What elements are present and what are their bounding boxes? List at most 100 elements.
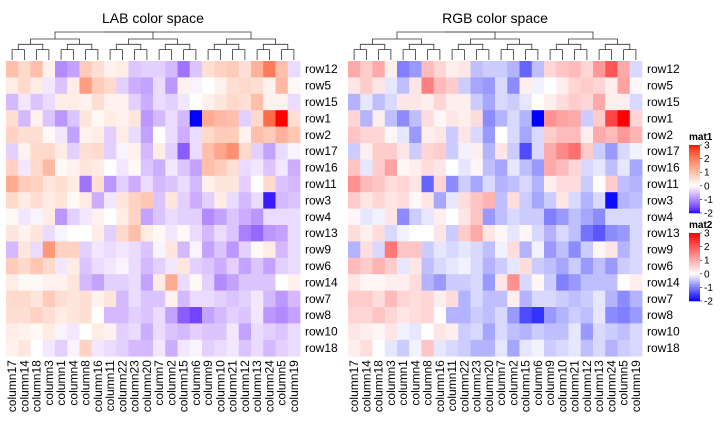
heatmap-cell <box>629 225 643 242</box>
panel-2-title: RGB color space <box>442 10 548 26</box>
heatmap-cell <box>275 257 289 275</box>
heatmap-cell <box>556 339 569 357</box>
heatmap-cell <box>605 307 618 324</box>
heatmap-cell <box>18 126 31 144</box>
heatmap-cell <box>287 290 301 308</box>
column-label: column20 <box>140 360 154 412</box>
heatmap-cell <box>507 93 520 111</box>
heatmap-cell <box>30 339 44 357</box>
heatmap-cell <box>617 93 631 111</box>
heatmap-cell <box>189 307 203 324</box>
heatmap-cell <box>568 323 582 341</box>
heatmap-cell <box>544 323 557 341</box>
heatmap-cell <box>55 274 68 291</box>
heatmap-cell <box>580 159 594 177</box>
heatmap-cell <box>226 159 240 177</box>
heatmap-cell <box>372 126 386 144</box>
heatmap-cell <box>507 241 520 259</box>
heatmap-cell <box>104 339 117 357</box>
heatmap-cell <box>55 192 68 209</box>
heatmap-cell <box>79 241 93 259</box>
heatmap-cell <box>18 61 31 78</box>
heatmap-cell <box>6 307 19 324</box>
heatmap-cell <box>531 339 545 357</box>
heatmap-cell <box>629 77 643 95</box>
heatmap-cell <box>409 290 422 308</box>
dendrogram-branch <box>164 43 191 50</box>
heatmap-cell <box>263 241 276 259</box>
heatmap-cell <box>18 257 31 275</box>
heatmap-cell <box>165 323 178 341</box>
heatmap-cell <box>287 126 301 144</box>
heatmap-cell <box>446 225 459 242</box>
heatmap-cell <box>580 77 594 95</box>
legend-swatch <box>689 278 700 281</box>
heatmap-cell <box>202 159 215 177</box>
heatmap-cell <box>189 274 203 291</box>
heatmap-cell <box>629 143 643 160</box>
heatmap-cell <box>140 225 154 242</box>
heatmap-cell <box>397 225 410 242</box>
dendrogram-branch <box>232 49 246 60</box>
heatmap-cell <box>251 126 264 144</box>
column-label: column21 <box>226 360 240 412</box>
heatmap-cell <box>140 175 154 193</box>
heatmap-cell <box>384 225 398 242</box>
column-label: column8 <box>421 360 435 406</box>
heatmap-cell <box>263 208 276 226</box>
legend-swatch <box>689 244 700 247</box>
heatmap-cell <box>617 77 631 95</box>
heatmap-cell <box>79 126 93 144</box>
heatmap-cell <box>580 274 594 291</box>
legend-swatch <box>689 292 700 295</box>
heatmap-cell <box>189 143 203 160</box>
legend-swatch <box>689 284 700 286</box>
heatmap-cell <box>629 323 643 341</box>
legend-swatch <box>689 172 700 175</box>
dendrogram-branch <box>604 43 631 50</box>
row-label: row2 <box>647 128 673 142</box>
heatmap-cell <box>593 61 606 78</box>
heatmap-cell <box>580 225 594 242</box>
heatmap-cell <box>91 225 105 242</box>
heatmap-cell <box>214 143 227 160</box>
column-label: column15 <box>519 360 533 412</box>
heatmap-cell <box>79 307 93 324</box>
legend-swatch <box>689 162 700 164</box>
heatmap-cell <box>433 126 447 144</box>
heatmap-cell <box>128 307 142 324</box>
heatmap-cell <box>384 110 398 127</box>
heatmap-cell <box>397 290 410 308</box>
heatmap-cell <box>55 77 68 95</box>
heatmap-cell <box>617 274 631 291</box>
row-label: row1 <box>305 111 331 125</box>
column-label: column24 <box>262 360 276 412</box>
dendrogram-branch <box>549 49 563 60</box>
heatmap-cell <box>55 208 68 226</box>
heatmap-cell <box>617 175 631 193</box>
heatmap-cell <box>482 159 496 177</box>
heatmap-cell <box>384 192 398 209</box>
heatmap-cell <box>580 192 594 209</box>
legend-title: mat1 <box>689 132 713 143</box>
heatmap-cell <box>42 159 56 177</box>
heatmap-cell <box>79 208 93 226</box>
heatmap-cell <box>421 241 435 259</box>
heatmap-cell <box>556 93 569 111</box>
heatmap-cell <box>531 93 545 111</box>
heatmap-cell <box>372 93 386 111</box>
heatmap-cell <box>128 208 142 226</box>
heatmap-cell <box>287 225 301 242</box>
column-label: column6 <box>189 360 203 406</box>
heatmap-cell <box>605 192 618 209</box>
column-label: column16 <box>91 360 105 412</box>
heatmap-cell <box>189 77 203 95</box>
column-label: column2 <box>164 360 178 406</box>
heatmap-cell <box>593 93 606 111</box>
heatmap-cell <box>433 290 447 308</box>
heatmap-cell <box>409 257 422 275</box>
heatmap-cell <box>360 225 373 242</box>
heatmap-cell <box>30 159 44 177</box>
heatmap-cell <box>409 241 422 259</box>
heatmap-cell <box>165 339 178 357</box>
